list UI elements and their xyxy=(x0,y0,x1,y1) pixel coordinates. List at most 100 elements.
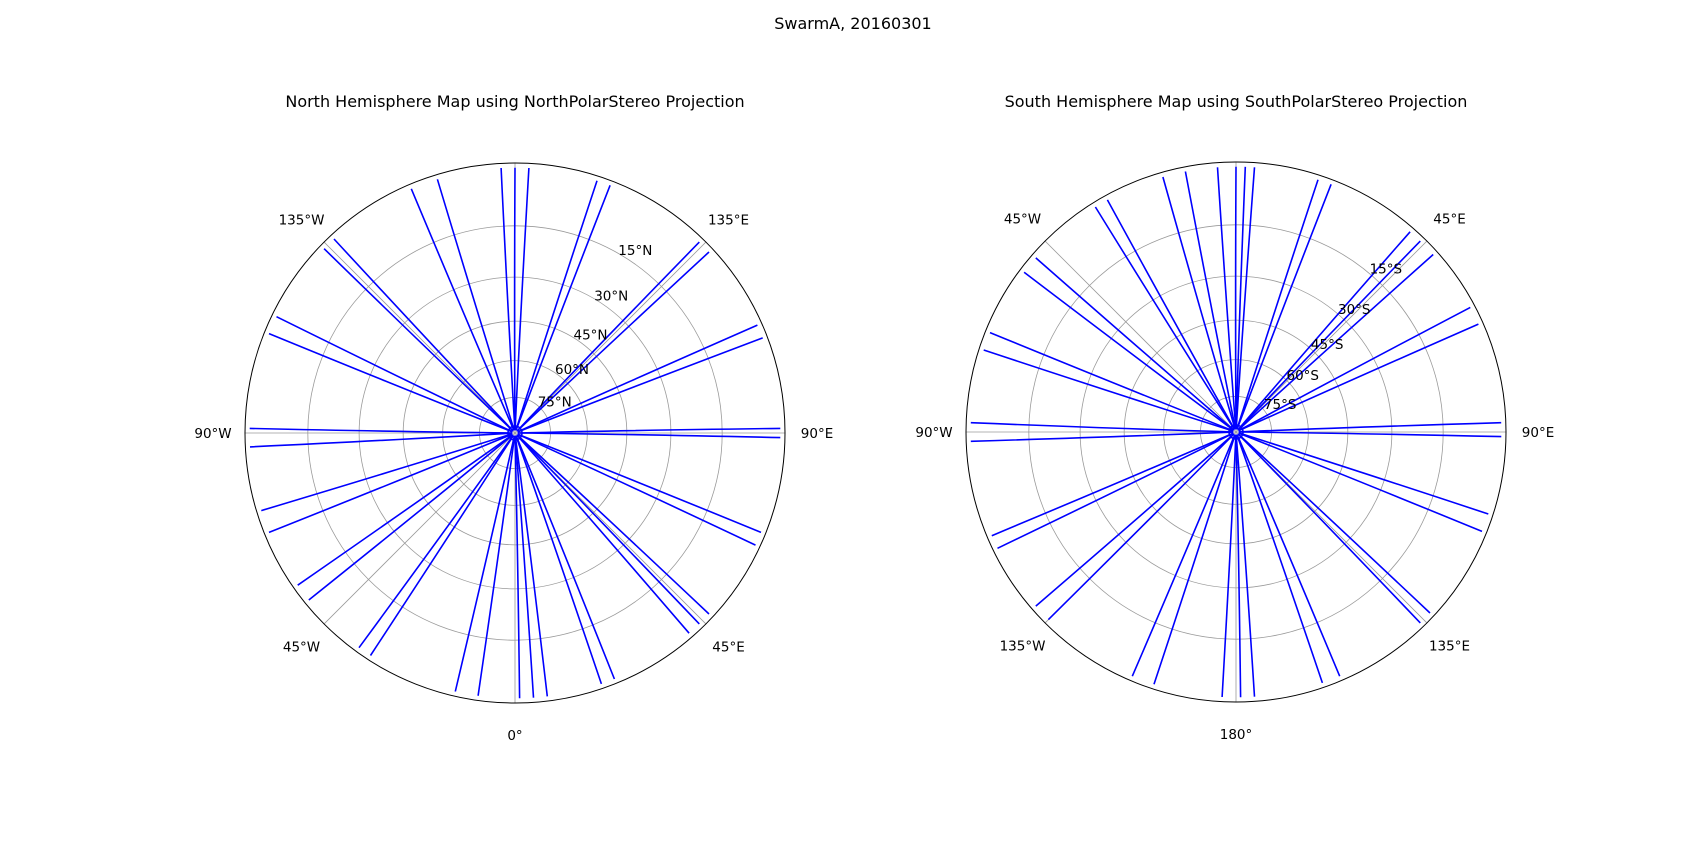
south-orbit-track xyxy=(983,349,1234,432)
north-lon-label: 90°E xyxy=(801,426,833,442)
north-orbit-track xyxy=(516,241,700,432)
south-orbit-track xyxy=(1238,323,1479,432)
north-lon-gridline xyxy=(323,241,516,434)
south-orbit-track xyxy=(1023,271,1235,431)
south-orbit-track xyxy=(1047,433,1235,621)
north-lat-label: 60°N xyxy=(555,362,589,378)
south-orbit-track xyxy=(1162,176,1236,430)
north-lon-label: 45°W xyxy=(283,640,320,656)
south-lon-gridline xyxy=(1235,240,1428,433)
north-orbit-track xyxy=(517,427,781,434)
north-orbit-track xyxy=(500,167,516,431)
south-lon-label: 135°W xyxy=(1000,639,1046,655)
south-lat-label: 75°S xyxy=(1264,397,1297,413)
south-map-labels: 45°W 45°E 90°W 90°E 135°W 135°E 180° 75°S 60°S 45… xyxy=(915,212,1554,744)
south-orbit-track xyxy=(1236,184,1332,430)
north-orbit-track xyxy=(517,433,762,534)
south-orbit-track xyxy=(970,431,1234,443)
north-orbit-track xyxy=(436,179,515,431)
south-orbit-track xyxy=(1184,171,1237,430)
south-lon-label: 135°E xyxy=(1429,639,1470,655)
north-map-orbit-tracks xyxy=(249,167,781,699)
north-orbit-track xyxy=(516,434,690,634)
south-orbit-track xyxy=(1236,434,1341,677)
north-orbit-track xyxy=(268,433,513,534)
south-lon-label: 90°E xyxy=(1522,425,1554,441)
south-orbit-track xyxy=(1236,434,1324,684)
south-orbit-track xyxy=(970,421,1234,433)
north-lon-gridline xyxy=(514,241,707,434)
north-orbit-track xyxy=(268,332,513,433)
south-orbit-track xyxy=(1153,434,1236,685)
south-orbit-track xyxy=(1238,306,1471,432)
south-orbit-track xyxy=(1236,179,1319,430)
south-orbit-track xyxy=(1237,253,1434,431)
south-lat-label: 45°S xyxy=(1311,337,1344,353)
south-map-boundary xyxy=(965,161,1507,703)
north-orbit-track xyxy=(515,185,611,431)
north-orbit-track xyxy=(454,435,516,692)
north-map-boundary-circle xyxy=(244,162,786,704)
south-lat-label: 30°S xyxy=(1338,302,1371,318)
north-lon-label: 90°W xyxy=(194,426,231,442)
south-orbit-track xyxy=(1106,199,1236,430)
north-map-boundary xyxy=(244,162,786,704)
south-orbit-track xyxy=(1235,166,1247,430)
south-lat-label: 60°S xyxy=(1287,368,1320,384)
south-map-title: South Hemisphere Map using SouthPolarSte… xyxy=(1005,92,1468,111)
figure-suptitle: SwarmA, 20160301 xyxy=(774,14,931,33)
north-lon-label: 135°E xyxy=(708,213,749,229)
south-orbit-track xyxy=(1094,206,1236,431)
south-lon-label: 90°W xyxy=(915,425,952,441)
south-orbit-track xyxy=(1238,421,1502,433)
south-lon-label: 180° xyxy=(1220,727,1253,743)
south-orbit-track xyxy=(1238,432,1483,533)
south-orbit-track xyxy=(1235,434,1256,697)
south-orbit-track xyxy=(1235,167,1256,430)
south-pole-loop xyxy=(1228,424,1244,440)
north-orbit-track xyxy=(297,433,514,586)
north-orbit-track xyxy=(517,337,763,433)
south-orbit-track xyxy=(1237,433,1431,614)
south-lon-label: 45°W xyxy=(1004,212,1041,228)
south-orbit-track xyxy=(1235,434,1242,698)
north-orbit-track xyxy=(515,180,598,431)
north-orbit-track xyxy=(516,251,710,432)
south-orbit-track xyxy=(1221,434,1237,698)
north-orbit-track xyxy=(358,434,514,649)
south-orbit-track xyxy=(1238,431,1502,438)
north-map-labels: 135°W 135°E 90°W 90°E 45°W 45°E 0° 15°N 30°N 45°N… xyxy=(194,213,833,745)
south-lat-label: 15°S xyxy=(1370,262,1403,278)
south-orbit-track xyxy=(997,432,1234,550)
north-orbit-track xyxy=(249,427,513,434)
south-orbit-track xyxy=(1131,434,1236,677)
south-orbit-track xyxy=(1216,167,1237,430)
south-orbit-track xyxy=(1035,433,1235,607)
south-lon-label: 45°E xyxy=(1433,212,1465,228)
north-orbit-track xyxy=(308,434,514,601)
south-map-boundary-circle xyxy=(965,161,1507,703)
north-lat-label: 75°N xyxy=(538,395,572,411)
south-hemisphere-map: South Hemisphere Map using SouthPolarSte… xyxy=(915,92,1554,743)
north-lon-label: 135°W xyxy=(279,213,325,229)
south-map-orbit-tracks xyxy=(970,166,1502,698)
north-orbit-track xyxy=(276,315,513,433)
north-orbit-track xyxy=(517,433,756,546)
north-lat-label: 15°N xyxy=(618,243,652,259)
north-hemisphere-map: North Hemisphere Map using NorthPolarSte… xyxy=(194,92,833,744)
north-orbit-track xyxy=(333,238,514,432)
north-lat-label: 45°N xyxy=(574,327,608,343)
north-pole-loop xyxy=(507,425,523,441)
north-orbit-track xyxy=(514,167,530,431)
south-lon-gridline xyxy=(1044,240,1237,433)
north-orbit-track xyxy=(410,188,515,431)
south-orbit-track xyxy=(1237,433,1421,624)
north-orbit-track xyxy=(517,324,758,433)
north-orbit-track xyxy=(517,432,781,439)
north-orbit-track xyxy=(323,248,514,432)
north-orbit-track xyxy=(514,435,535,698)
south-orbit-track xyxy=(989,331,1234,432)
south-orbit-track xyxy=(991,432,1234,537)
north-orbit-track xyxy=(249,432,513,448)
